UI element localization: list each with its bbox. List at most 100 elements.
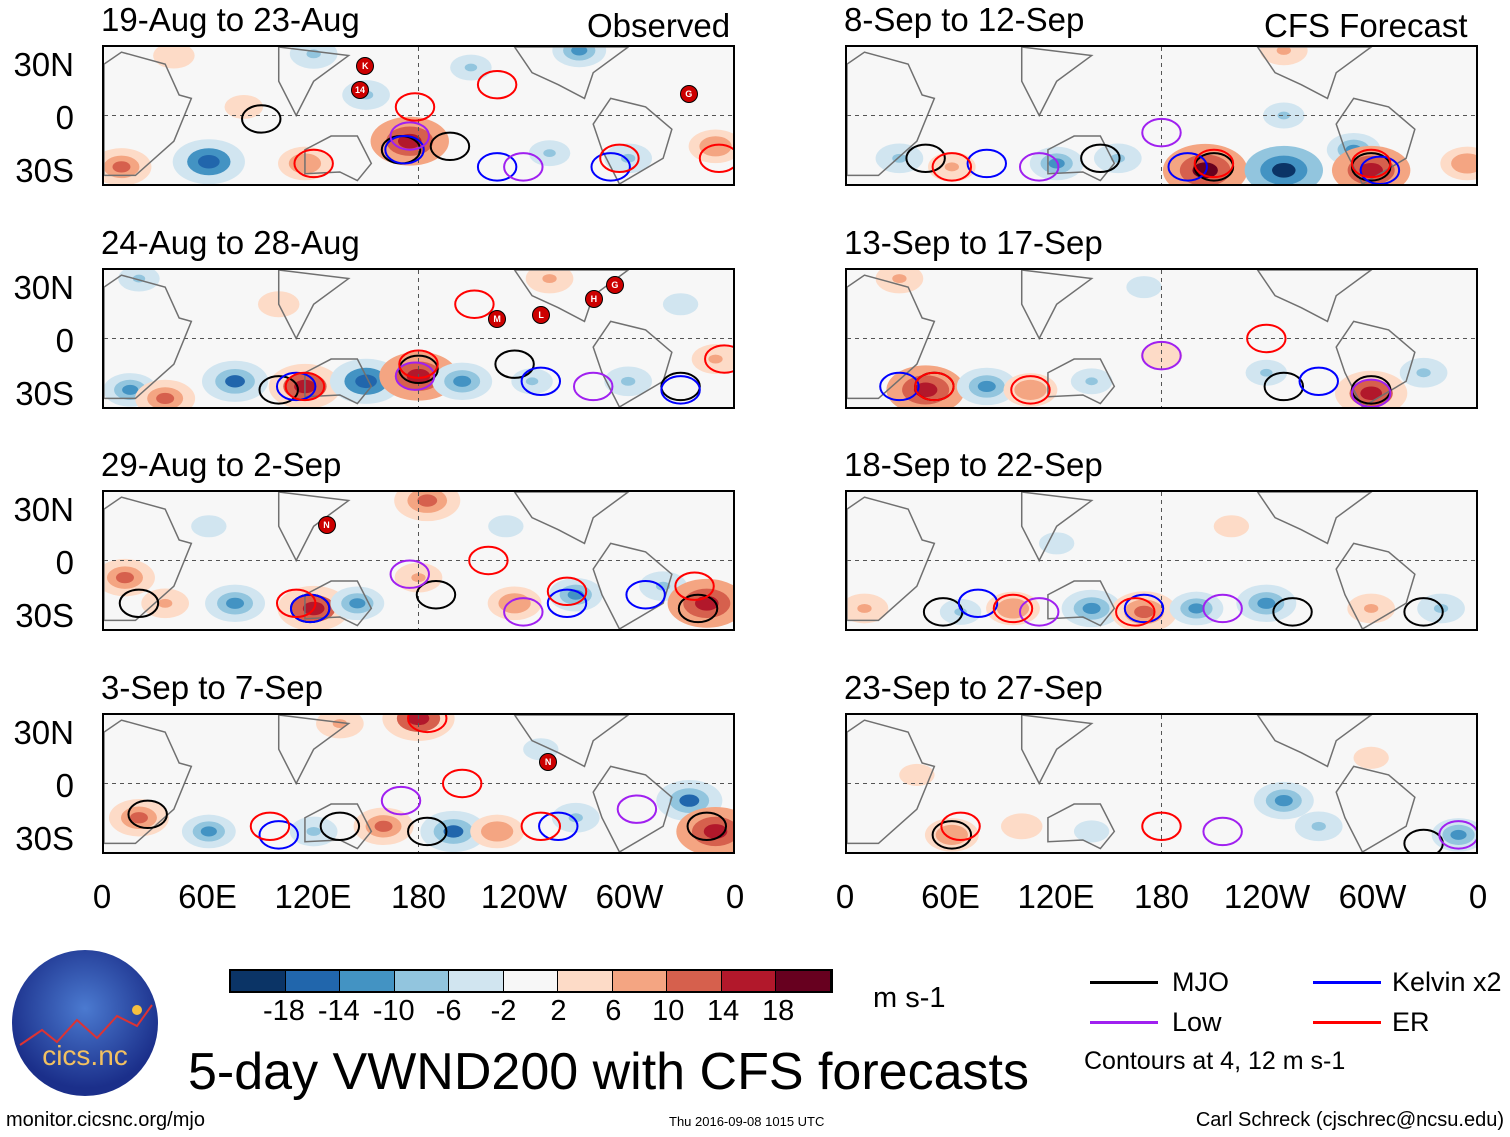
- wind-anomaly: [1416, 368, 1431, 378]
- wind-anomaly: [167, 51, 181, 60]
- wind-anomaly: [407, 715, 430, 726]
- logo-mountains-icon: [19, 1004, 153, 1046]
- kelvin-contour: [548, 590, 586, 617]
- latitude-label: 30N: [13, 491, 74, 528]
- kelvin-contour: [277, 373, 315, 400]
- colorbar-swatch: [231, 971, 286, 991]
- colorbar-swatch: [503, 971, 559, 991]
- coastline: [593, 321, 672, 407]
- kelvin-contour: [260, 821, 298, 848]
- panel-title: 29-Aug to 2-Sep: [101, 446, 342, 483]
- wind-anomaly: [464, 63, 478, 72]
- wind-anomaly: [542, 274, 557, 284]
- colorbar-tick-label: 14: [707, 995, 740, 1027]
- low-contour: [391, 122, 429, 149]
- wind-anomaly: [543, 149, 556, 158]
- er-contour: [1195, 150, 1233, 177]
- coastline: [1258, 715, 1372, 766]
- tropical-storm-icon: L: [532, 306, 551, 325]
- coastline: [593, 766, 672, 852]
- er-contour: [408, 715, 446, 732]
- low-contour: [1020, 598, 1058, 625]
- colorbar-swatch: [776, 971, 832, 991]
- colorbar-tick-label: -18: [262, 995, 305, 1027]
- kelvin-contour: [1168, 153, 1206, 180]
- er-contour: [469, 547, 507, 574]
- wind-anomaly: [1085, 377, 1098, 386]
- longitude-label: 120E: [274, 878, 352, 915]
- wind-anomaly: [977, 380, 996, 393]
- tropical-storm-icon: N: [539, 752, 558, 771]
- er-contour: [478, 71, 516, 98]
- colorbar-units: m s-1: [873, 982, 946, 1014]
- mjo-contour: [679, 595, 717, 622]
- er-contour: [294, 150, 332, 177]
- colorbar-tick-label: -2: [490, 995, 517, 1027]
- map-panel: N: [102, 490, 735, 631]
- wind-anomaly: [1277, 111, 1291, 120]
- mjo-contour: [1265, 373, 1303, 400]
- wind-anomaly: [1311, 821, 1326, 831]
- panel-title: 19-Aug to 23-Aug: [101, 1, 360, 38]
- wind-anomaly: [1257, 597, 1276, 609]
- coastline: [847, 497, 934, 620]
- er-contour: [455, 291, 493, 318]
- latitude-label: 30N: [13, 46, 74, 83]
- coastline: [515, 492, 629, 543]
- wind-anomaly: [349, 598, 366, 609]
- colorbar-swatch: [449, 971, 504, 991]
- figure-title: 5-day VWND200 with CFS forecasts: [188, 1043, 1029, 1101]
- wind-anomaly: [306, 826, 321, 836]
- latitude-label: 30S: [15, 152, 74, 189]
- coastline: [1336, 543, 1415, 629]
- wind-anomaly: [355, 374, 377, 389]
- wind-anomaly: [1276, 47, 1291, 55]
- kelvin-contour: [591, 153, 629, 180]
- mjo-contour: [321, 813, 359, 840]
- colorbar-tick-label: 18: [761, 995, 795, 1027]
- mjo-contour: [1081, 145, 1119, 172]
- low-contour: [1142, 342, 1180, 369]
- wind-anomaly: [1226, 522, 1237, 530]
- kelvin-contour: [661, 376, 699, 403]
- wind-anomaly: [1188, 603, 1205, 614]
- wind-anomaly: [857, 603, 872, 613]
- latitude-label: 0: [55, 322, 74, 359]
- wind-anomaly: [197, 154, 220, 169]
- tropical-storm-icon: 14: [350, 81, 369, 100]
- wind-anomaly: [708, 354, 723, 364]
- map-panel: [845, 45, 1478, 186]
- longitude-label: 0: [92, 878, 112, 915]
- low-contour: [504, 153, 542, 180]
- mjo-contour: [1273, 598, 1311, 625]
- wind-anomaly: [1086, 828, 1097, 835]
- legend-er-line: [1313, 1021, 1381, 1024]
- longitude-label: 180: [1133, 878, 1190, 915]
- wind-anomaly: [1155, 351, 1168, 360]
- wind-anomaly: [621, 376, 636, 386]
- colorbar-swatch: [558, 971, 613, 991]
- map-panel: K 14 G: [102, 45, 735, 186]
- wind-anomaly: [1082, 602, 1101, 615]
- coastline: [515, 47, 629, 98]
- mjo-contour: [260, 376, 298, 403]
- map-panel: N: [102, 713, 735, 854]
- coastline: [593, 98, 672, 184]
- kelvin-contour: [478, 153, 516, 180]
- colorbar-tick-label: 6: [605, 995, 622, 1027]
- mjo-contour: [933, 821, 971, 848]
- kelvin-contour: [880, 373, 918, 400]
- low-contour: [574, 373, 612, 400]
- wind-anomaly: [1260, 368, 1273, 377]
- author-credit: Carl Schreck (cjschrec@ncsu.edu): [1195, 1109, 1504, 1131]
- panel-title: 8-Sep to 12-Sep: [844, 1, 1085, 38]
- coastline: [279, 715, 349, 784]
- coastline: [1022, 270, 1092, 339]
- legend-mjo-label: MJO: [1172, 967, 1229, 997]
- low-contour: [1142, 119, 1180, 146]
- er-contour: [1116, 598, 1154, 625]
- wind-anomaly: [203, 522, 215, 530]
- er-contour: [1247, 325, 1285, 352]
- colorbar-swatch: [667, 971, 722, 991]
- source-url[interactable]: monitor.cicsnc.org/mjo: [6, 1109, 205, 1131]
